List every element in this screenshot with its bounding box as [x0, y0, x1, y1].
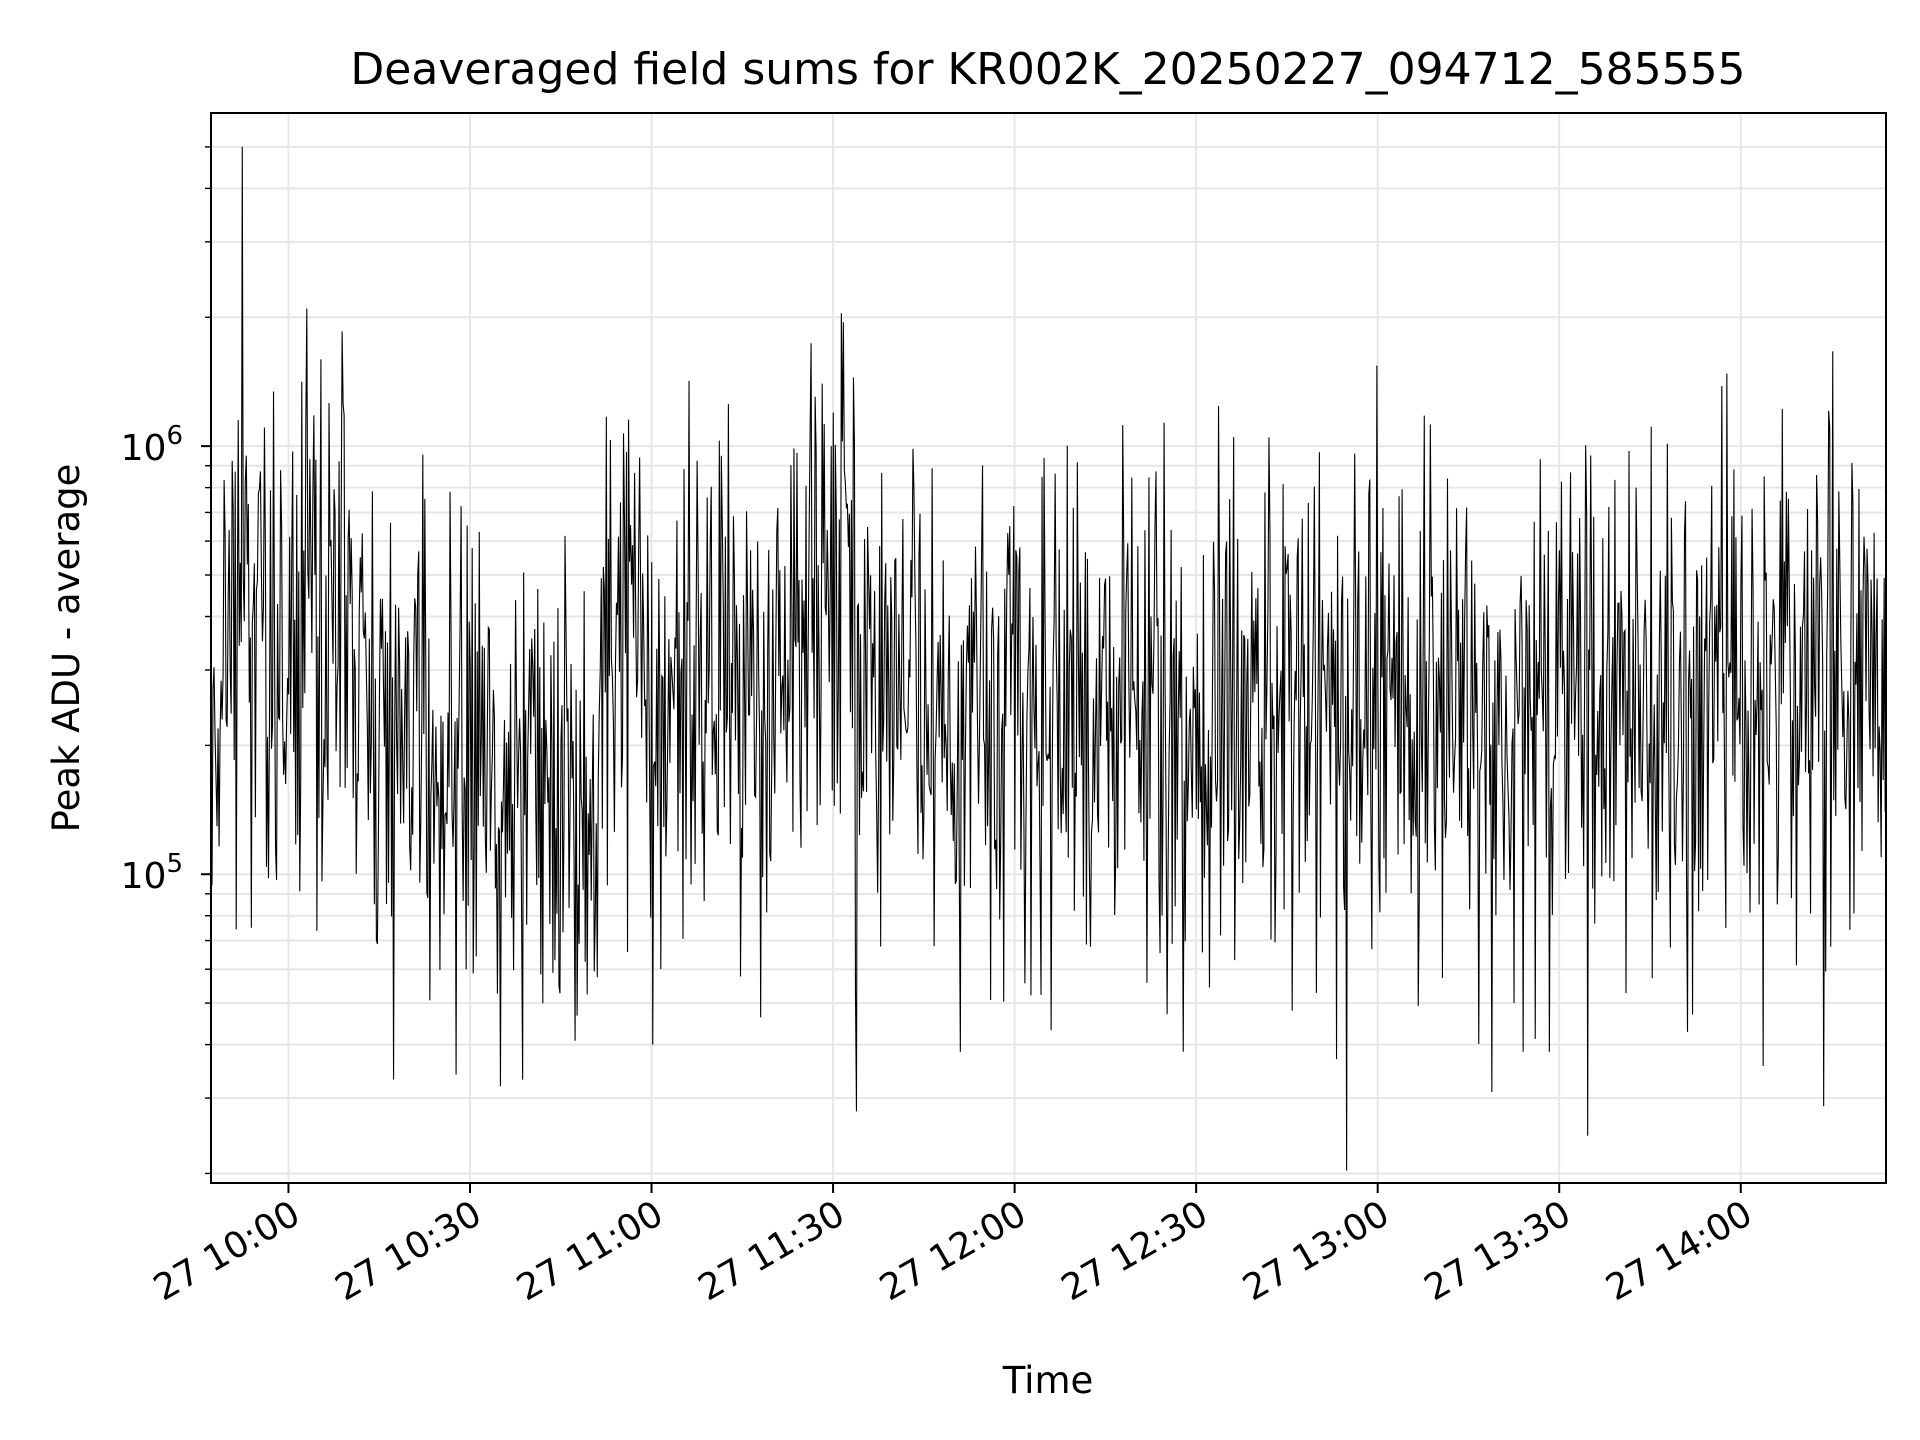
y-axis-label: Peak ADU - average — [45, 464, 88, 833]
y-tick-label: 106 — [121, 421, 183, 469]
x-axis-label: Time — [1002, 1359, 1094, 1402]
y-tick-label: 105 — [121, 849, 183, 897]
chart-title: Deaveraged field sums for KR002K_2025022… — [350, 44, 1745, 95]
series-line — [211, 146, 1886, 1171]
plot-frame — [210, 112, 1887, 1184]
